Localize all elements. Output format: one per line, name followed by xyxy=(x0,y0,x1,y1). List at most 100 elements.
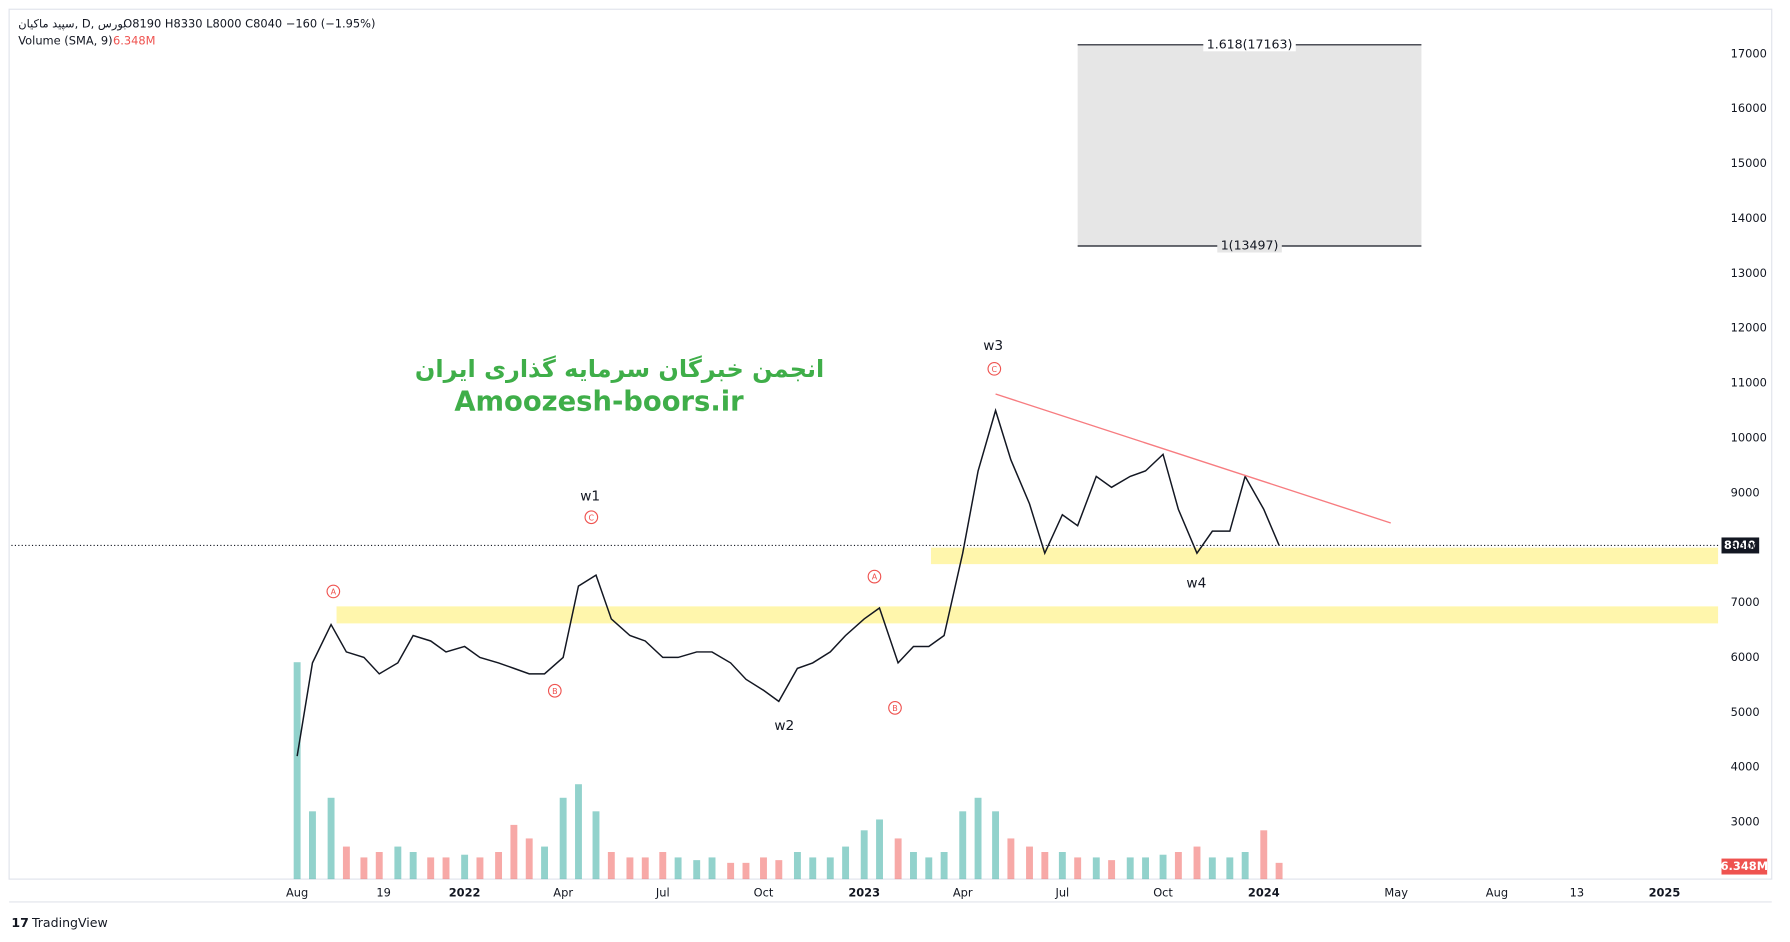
volume-bar xyxy=(910,852,917,880)
last-price-badge xyxy=(1721,537,1760,554)
volume-badge xyxy=(1721,858,1768,875)
abc-circle xyxy=(584,510,599,525)
y-tick-label: 4000 xyxy=(1731,760,1760,774)
volume-bar xyxy=(360,857,368,880)
volume-bar xyxy=(1126,857,1134,880)
support-zone xyxy=(930,547,1719,565)
abc-circle xyxy=(888,701,902,715)
volume-bar xyxy=(592,811,600,880)
volume-bar xyxy=(525,838,533,880)
volume-bar xyxy=(860,830,868,880)
volume-bar xyxy=(293,662,301,880)
y-tick-label: 10000 xyxy=(1731,430,1767,444)
y-tick-label: 13000 xyxy=(1731,266,1767,280)
y-tick-label: 16000 xyxy=(1731,101,1767,115)
fib-label-bg xyxy=(1217,237,1282,253)
x-tick-label: 13 xyxy=(1570,885,1585,899)
volume-bar xyxy=(342,846,350,880)
abc-circle xyxy=(547,683,562,698)
volume-bar xyxy=(1241,852,1249,880)
volume-bar xyxy=(1058,852,1066,880)
volume-bar xyxy=(1226,857,1234,880)
fib-label-bg xyxy=(1203,36,1296,52)
x-tick-label: Jul xyxy=(655,885,670,899)
symbol: سپید ماکیان, D, بورس xyxy=(18,17,126,32)
volume-bar xyxy=(708,857,716,880)
volume-bar xyxy=(659,852,667,880)
x-tick-label: 2022 xyxy=(449,885,481,899)
volume-bar xyxy=(793,852,801,880)
volume-bar xyxy=(727,862,735,880)
x-tick-label: May xyxy=(1384,885,1408,899)
y-tick-label: 6000 xyxy=(1731,650,1760,664)
volume-badge-label: 6.348M xyxy=(1721,859,1768,873)
volume-bar xyxy=(1041,852,1049,880)
volume-bar xyxy=(1208,857,1216,880)
volume-bar xyxy=(1159,854,1167,880)
volume-bar xyxy=(626,857,634,880)
volume-bar xyxy=(974,797,982,880)
volume-label: Volume (SMA, 9) xyxy=(18,34,112,48)
volume-bar xyxy=(607,852,615,880)
abc-label: A xyxy=(872,573,878,582)
volume-value: 6.348M xyxy=(113,34,156,48)
volume-bar xyxy=(375,852,383,880)
volume-bar xyxy=(1074,857,1082,880)
volume-bar xyxy=(327,797,335,880)
wave-label: w2 xyxy=(774,718,794,734)
pane-border xyxy=(8,8,1773,880)
x-tick-label: 2025 xyxy=(1649,885,1681,899)
fib-box xyxy=(1077,44,1422,247)
volume-bar xyxy=(760,857,767,880)
volume-bar xyxy=(775,860,783,880)
y-tick-label: 7000 xyxy=(1731,595,1760,609)
y-tick-label: 15000 xyxy=(1731,156,1767,170)
volume-bar xyxy=(495,852,503,880)
volume-bar xyxy=(674,857,682,880)
wave-label: w3 xyxy=(983,338,1003,354)
volume-bar xyxy=(1193,846,1201,880)
abc-label: C xyxy=(992,365,998,374)
volume-bar xyxy=(1092,857,1100,880)
watermark-url: Amoozesh-boors.ir xyxy=(454,387,744,418)
volume-bar xyxy=(641,857,649,880)
x-tick-label: Aug xyxy=(1486,885,1508,899)
volume-bar xyxy=(1142,857,1149,880)
fib-label: 1(13497) xyxy=(1221,238,1279,253)
volume-bar xyxy=(1007,838,1015,880)
x-tick-label: 2024 xyxy=(1248,885,1280,899)
volume-bar xyxy=(1026,846,1033,880)
x-tick-label: Jul xyxy=(1054,885,1069,899)
volume-bar xyxy=(940,852,948,880)
volume-bar xyxy=(575,784,582,880)
volume-bar xyxy=(541,846,548,880)
volume-bar xyxy=(826,857,834,880)
volume-bar xyxy=(693,860,701,880)
y-tick-label: 14000 xyxy=(1731,211,1767,225)
volume-bar xyxy=(894,838,902,880)
volume-bar xyxy=(394,846,402,880)
wave-label: w4 xyxy=(1186,575,1206,591)
y-tick-label: 9000 xyxy=(1731,485,1760,499)
volume-bar xyxy=(1275,862,1283,880)
abc-label: A xyxy=(331,588,337,597)
volume-bar xyxy=(742,862,750,880)
x-tick-label: Oct xyxy=(1153,885,1173,899)
volume-bar xyxy=(427,857,435,880)
brand: TradingView xyxy=(31,915,108,930)
y-tick-label: 8000 xyxy=(1731,540,1760,554)
abc-label: B xyxy=(552,687,557,696)
volume-bar xyxy=(1260,830,1268,880)
x-tick-label: Oct xyxy=(754,885,774,899)
watermark-fa: انجمن خبرگان سرمایه گذاری ایران xyxy=(415,355,824,383)
y-tick-label: 3000 xyxy=(1731,815,1760,829)
price-line xyxy=(296,407,1280,757)
volume-bar xyxy=(309,811,316,880)
volume-bar xyxy=(876,819,883,880)
x-tick-label: 2023 xyxy=(848,885,880,899)
volume-bar xyxy=(1174,852,1182,880)
volume-bar xyxy=(959,811,967,880)
abc-circle xyxy=(987,361,1002,376)
